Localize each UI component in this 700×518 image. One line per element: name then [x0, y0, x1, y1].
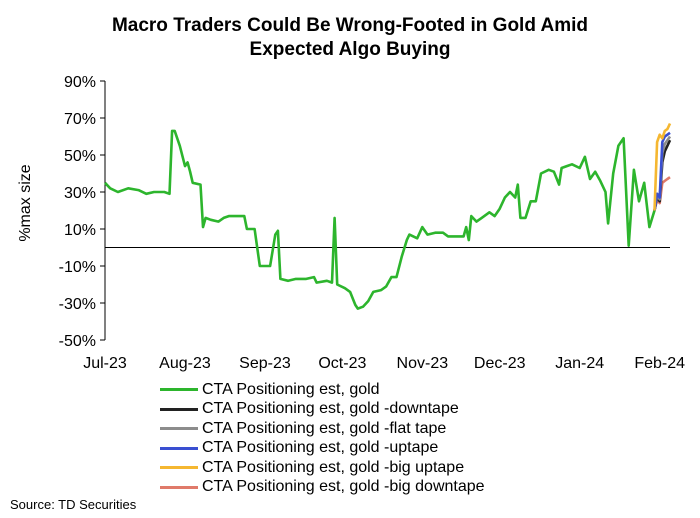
- legend-label: CTA Positioning est, gold -flat tape: [202, 419, 447, 437]
- series-lines: [104, 122, 672, 310]
- series-line-4: [653, 122, 672, 211]
- line-chart: 90% 70% 50% 30% 10% -10% -30% -50% Jul-23 Aug-23 S…: [17, 74, 685, 372]
- chart-title: Macro Traders Could Be Wrong-Footed in G…: [0, 14, 700, 62]
- series-line-0: [104, 129, 656, 310]
- legend-swatch: [160, 427, 198, 431]
- legend-label: CTA Positioning est, gold -big uptape: [202, 458, 465, 476]
- x-tick-label: Jul-23: [83, 355, 127, 372]
- legend-item: CTA Positioning est, gold -big uptape: [160, 458, 485, 478]
- legend-label: CTA Positioning est, gold -uptape: [202, 439, 439, 457]
- legend: CTA Positioning est, gold CTA Positioning…: [160, 380, 485, 497]
- legend-swatch: [160, 407, 198, 411]
- y-tick-label: 70%: [64, 111, 96, 128]
- legend-item: CTA Positioning est, gold: [160, 380, 485, 400]
- x-tick-label: Jan-24: [555, 355, 604, 372]
- y-tick-label: -10%: [59, 259, 96, 276]
- chart-title-line-1: Macro Traders Could Be Wrong-Footed in G…: [111, 15, 589, 36]
- x-tick-label: Aug-23: [159, 355, 211, 372]
- legend-item: CTA Positioning est, gold -flat tape: [160, 419, 485, 439]
- legend-label: CTA Positioning est, gold -downtape: [202, 400, 459, 418]
- legend-swatch: [160, 485, 198, 489]
- y-axis-label: %max size: [17, 164, 34, 241]
- y-tick-label: 30%: [64, 185, 96, 202]
- legend-item: CTA Positioning est, gold -downtape: [160, 400, 485, 420]
- legend-swatch: [160, 446, 198, 450]
- y-tick-label: 10%: [64, 222, 96, 239]
- y-tick-label: -30%: [59, 296, 96, 313]
- x-tick-label: Nov-23: [397, 355, 449, 372]
- y-tick-label: 50%: [64, 148, 96, 165]
- legend-swatch: [160, 466, 198, 470]
- axes: 90% 70% 50% 30% 10% -10% -30% -50% Jul-23 Aug-23 S…: [59, 74, 685, 372]
- legend-label: CTA Positioning est, gold -big downtape: [202, 478, 485, 496]
- legend-swatch: [160, 388, 198, 392]
- series-line-3: [653, 131, 671, 211]
- chart-title-line-2: Expected Algo Buying: [249, 39, 451, 60]
- x-tick-label: Oct-23: [318, 355, 366, 372]
- x-tick-label: Sep-23: [239, 355, 291, 372]
- source-note: Source: TD Securities: [10, 497, 137, 512]
- legend-item: CTA Positioning est, gold -big downtape: [160, 478, 485, 498]
- legend-item: CTA Positioning est, gold -uptape: [160, 439, 485, 459]
- y-tick-label: -50%: [59, 333, 96, 350]
- x-tick-label: Dec-23: [474, 355, 526, 372]
- legend-label: CTA Positioning est, gold: [202, 380, 380, 398]
- y-tick-label: 90%: [64, 74, 96, 91]
- x-tick-label: Feb-24: [634, 355, 685, 372]
